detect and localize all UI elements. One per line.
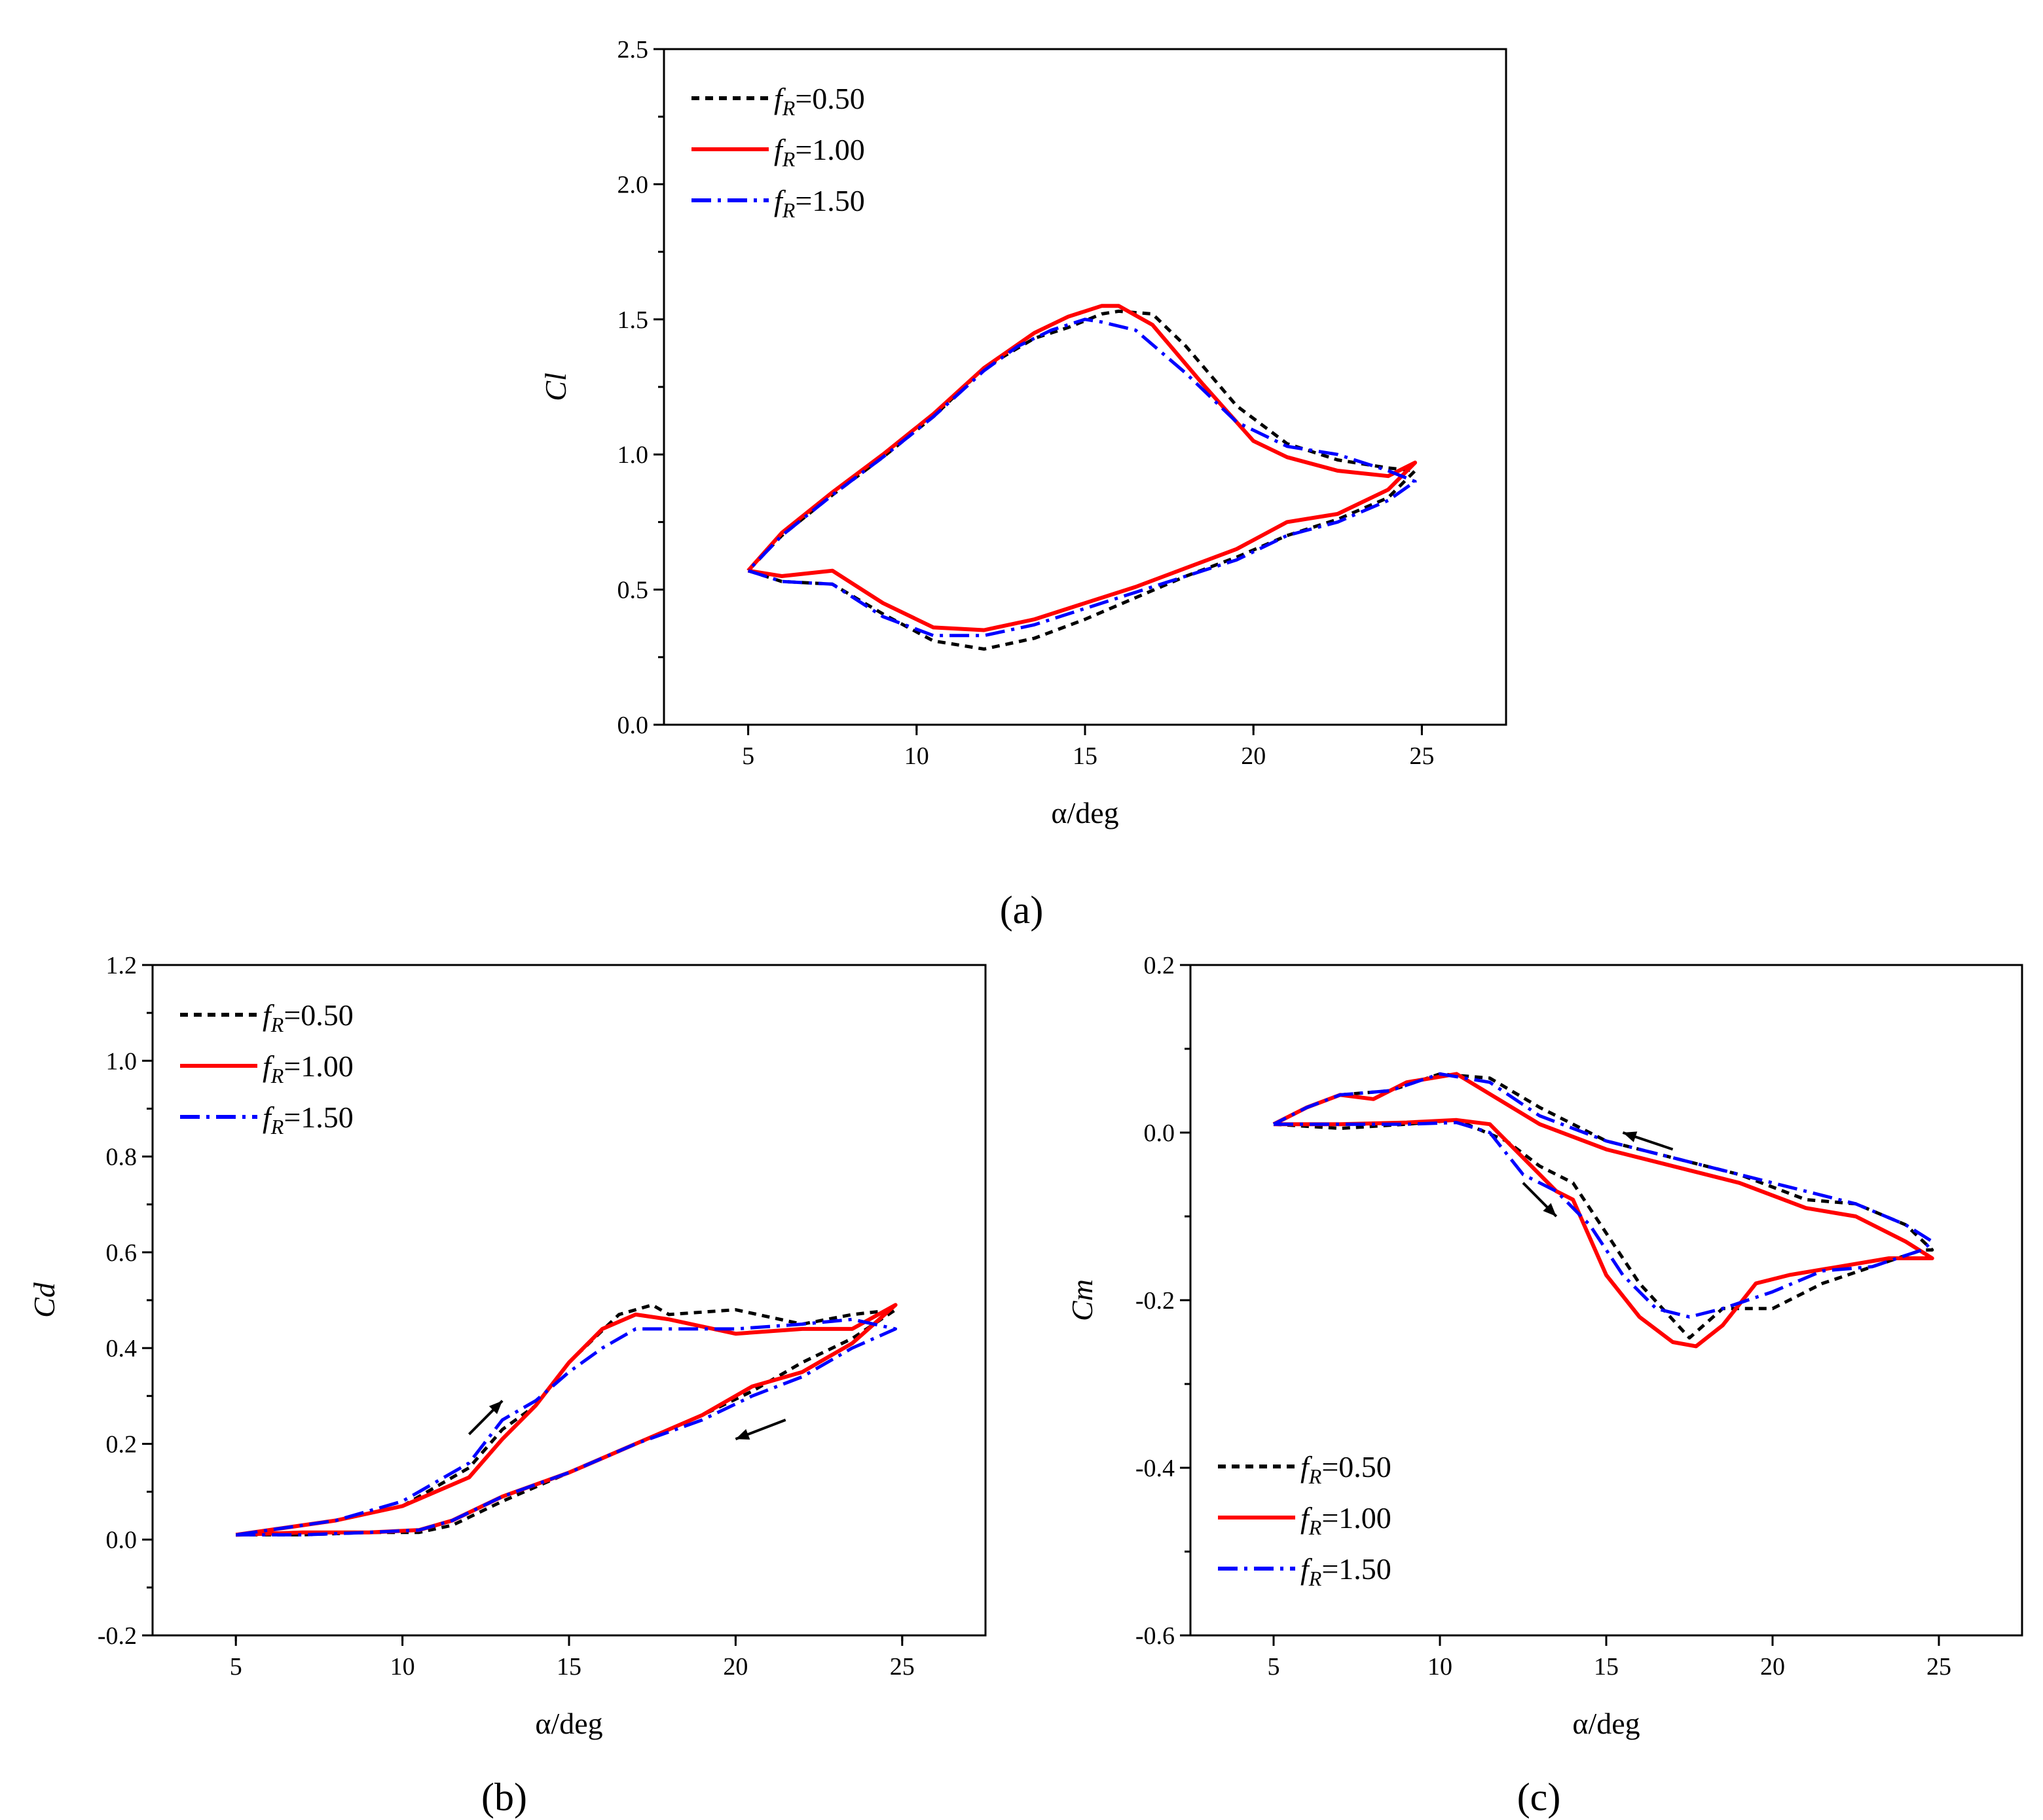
- x-axis-label: α/deg: [535, 1707, 602, 1740]
- x-tick-label: 10: [1427, 1653, 1452, 1681]
- panel-a-label: (a): [1000, 888, 1044, 932]
- legend-value: =1.50: [284, 1101, 353, 1134]
- x-tick-label: 10: [390, 1653, 415, 1681]
- x-tick-label: 20: [723, 1653, 748, 1681]
- legend-subscript: R: [782, 198, 796, 222]
- y-tick-label: 0.0: [106, 1527, 138, 1554]
- legend-entry: fR=1.00: [774, 133, 865, 171]
- legend-entry: fR=1.50: [1300, 1552, 1391, 1590]
- legend-value: =1.00: [795, 133, 864, 166]
- series-line-fR=1.00: [746, 304, 1418, 632]
- legend-subscript: R: [782, 96, 796, 120]
- x-tick-label: 25: [890, 1653, 915, 1681]
- x-axis-label: α/deg: [1572, 1707, 1640, 1740]
- y-tick-label: 0.5: [617, 577, 649, 604]
- y-tick-label: 0.6: [106, 1239, 138, 1267]
- series-line-fR=0.50: [235, 1303, 898, 1537]
- series-line-fR=1.00: [235, 1303, 898, 1537]
- arrow-head: [1623, 1131, 1638, 1142]
- legend-value: =1.00: [1321, 1501, 1391, 1535]
- legend-value: =1.50: [1321, 1552, 1391, 1586]
- legend-entry: fR=1.00: [1300, 1501, 1391, 1539]
- x-tick-label: 25: [1926, 1653, 1951, 1681]
- legend-entry: fR=1.50: [774, 184, 865, 222]
- y-tick-label: -0.2: [98, 1622, 137, 1650]
- x-tick-label: 10: [904, 742, 929, 770]
- legend-value: =0.50: [284, 998, 353, 1032]
- legend-value: =1.00: [284, 1049, 353, 1083]
- x-tick-label: 20: [1760, 1653, 1785, 1681]
- x-tick-label: 25: [1409, 742, 1434, 770]
- x-tick-label: 15: [1073, 742, 1097, 770]
- y-axis-label: Cl: [539, 373, 572, 401]
- y-tick-label: 0.2: [1144, 952, 1175, 979]
- x-tick-label: 5: [742, 742, 754, 770]
- y-tick-label: 0.2: [106, 1430, 138, 1458]
- legend-value: =0.50: [795, 82, 864, 115]
- x-tick-label: 5: [230, 1653, 242, 1681]
- panel-b-label: (b): [481, 1775, 527, 1819]
- panel-b-chart: 5 10 15 20 25 -0.2 0.0 0.2 0.4 0.6 0.8 1.0 1.2 α/deg C…: [28, 952, 987, 1740]
- y-tick-label: -0.6: [1135, 1622, 1175, 1650]
- y-tick-label: 1.0: [617, 441, 649, 469]
- y-axis-label: Cm: [1065, 1279, 1099, 1321]
- arrow-head: [735, 1429, 750, 1440]
- series-line-fR=1.50: [1272, 1072, 1934, 1319]
- y-tick-label: 2.0: [617, 171, 649, 198]
- legend-entry: fR=0.50: [1300, 1450, 1391, 1488]
- legend-subscript: R: [270, 1064, 284, 1087]
- legend-entry: fR=1.50: [263, 1101, 354, 1138]
- legend-subscript: R: [270, 1013, 284, 1036]
- legend-subscript: R: [1308, 1567, 1322, 1590]
- x-tick-label: 5: [1268, 1653, 1280, 1681]
- y-axis-label: Cd: [28, 1282, 61, 1318]
- legend-subscript: R: [1308, 1516, 1322, 1539]
- legend-value: =1.50: [795, 184, 864, 217]
- series-line-fR=1.00: [1272, 1072, 1934, 1349]
- legend-entry: fR=0.50: [263, 998, 354, 1036]
- arrow-head: [1543, 1203, 1556, 1216]
- series-line-fR=1.50: [746, 318, 1417, 638]
- series-line-fR=1.50: [235, 1317, 898, 1537]
- x-tick-label: 15: [557, 1653, 581, 1681]
- y-tick-label: 0.8: [106, 1144, 138, 1171]
- legend-subscript: R: [782, 147, 796, 171]
- legend-value: =0.50: [1321, 1450, 1391, 1483]
- legend-entry: fR=1.00: [263, 1049, 354, 1087]
- y-tick-label: 0.0: [617, 712, 649, 739]
- y-tick-label: -0.2: [1135, 1287, 1175, 1315]
- panel-c-label: (c): [1517, 1775, 1561, 1819]
- legend-entry: fR=0.50: [774, 82, 865, 120]
- y-tick-label: 0.0: [1144, 1119, 1175, 1147]
- y-tick-label: -0.4: [1135, 1455, 1175, 1482]
- y-tick-label: 1.5: [617, 306, 649, 334]
- panel-a-chart: 5 10 15 20 25 0.0 0.5 1.0 1.5 2.0 2.5 α/deg Cl fR=0.5…: [539, 36, 1507, 829]
- y-tick-label: 0.4: [106, 1335, 138, 1362]
- y-tick-label: 1.0: [106, 1047, 138, 1075]
- y-tick-label: 1.2: [106, 952, 138, 979]
- legend-subscript: R: [270, 1115, 284, 1138]
- x-axis-label: α/deg: [1051, 796, 1118, 829]
- x-tick-label: 15: [1594, 1653, 1619, 1681]
- series-line-fR=0.50: [1272, 1072, 1934, 1340]
- arrow-head: [488, 1400, 503, 1415]
- legend-subscript: R: [1308, 1465, 1322, 1488]
- x-tick-label: 20: [1241, 742, 1266, 770]
- panel-c-chart: 5 10 15 20 25 -0.6 -0.4 -0.2 0.0 0.2 α/deg Cm fR=0.5…: [1065, 952, 2023, 1740]
- y-tick-label: 2.5: [617, 36, 649, 64]
